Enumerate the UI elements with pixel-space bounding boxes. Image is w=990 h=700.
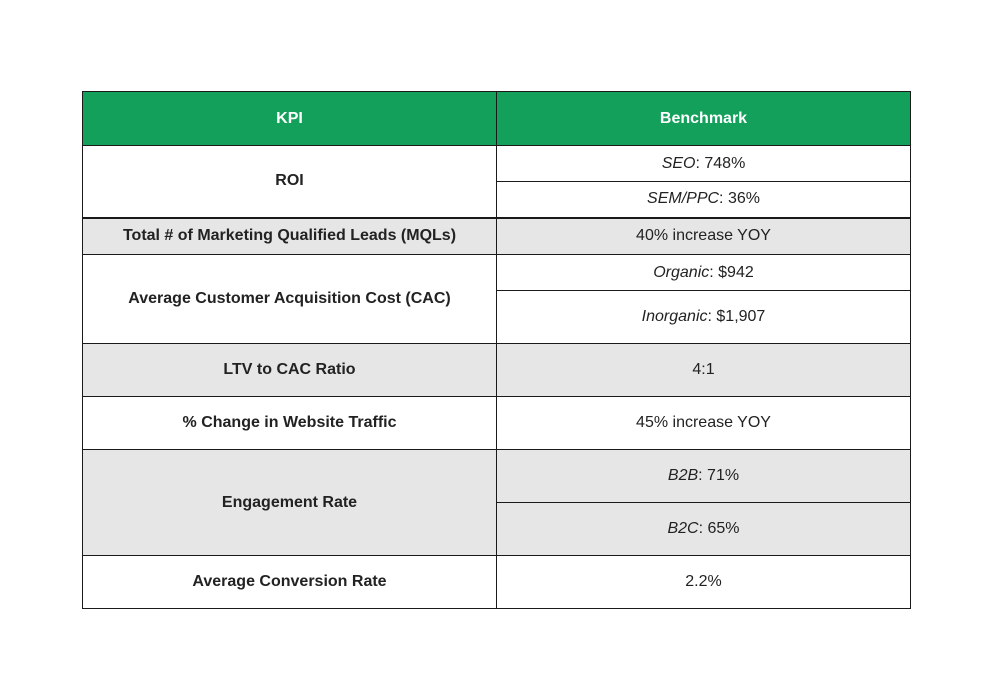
benchmark-cell-conversion: 2.2% [496, 555, 911, 609]
table-row-engagement: Engagement Rate B2B: 71% [82, 449, 911, 556]
kpi-cell-ltv-cac: LTV to CAC Ratio [82, 343, 497, 397]
header-kpi: KPI [82, 91, 497, 146]
table-row-roi: ROI SEO: 748% [82, 145, 911, 218]
kpi-cell-roi: ROI [82, 145, 497, 218]
benchmark-cell-organic: Organic: $942 [496, 254, 911, 291]
benchmark-value: : $942 [709, 263, 754, 281]
benchmark-label: Inorganic [641, 308, 708, 325]
table-row-cac: Average Customer Acquisition Cost (CAC) … [82, 254, 911, 344]
benchmark-cell-seo: SEO: 748% [496, 145, 911, 182]
table-row-conversion: Average Conversion Rate 2.2% [82, 555, 911, 609]
header-benchmark: Benchmark [496, 91, 911, 146]
table-row-ltv-cac: LTV to CAC Ratio 4:1 [82, 343, 911, 397]
benchmark-value: : $1,907 [707, 308, 766, 325]
kpi-cell-conversion: Average Conversion Rate [82, 555, 497, 609]
benchmark-label: SEM/PPC [647, 190, 720, 208]
benchmark-label: Organic [653, 263, 710, 281]
benchmark-value: : 65% [698, 520, 740, 537]
benchmark-value: : 36% [719, 190, 760, 208]
table-row-cac-sub: Inorganic: $1,907 [83, 290, 911, 344]
table-row-mqls: Total # of Marketing Qualified Leads (MQ… [82, 216, 911, 255]
benchmark-cell-b2b: B2B: 71% [496, 449, 911, 503]
benchmark-cell-inorganic: Inorganic: $1,907 [496, 290, 911, 344]
kpi-cell-engagement: Engagement Rate [82, 449, 497, 556]
benchmark-value: : 748% [695, 154, 746, 172]
benchmark-cell-sem-ppc: SEM/PPC: 36% [496, 181, 911, 218]
benchmark-cell-ltv-cac: 4:1 [496, 343, 911, 397]
kpi-cell-mqls: Total # of Marketing Qualified Leads (MQ… [82, 216, 497, 255]
benchmark-label: B2C [667, 520, 699, 537]
benchmark-cell-website-traffic: 45% increase YOY [496, 396, 911, 450]
table-row-engagement-sub: B2C: 65% [83, 502, 911, 556]
benchmark-label: B2B [667, 467, 699, 484]
benchmark-label: SEO [661, 154, 696, 172]
benchmark-value: : 71% [698, 467, 740, 484]
kpi-cell-website-traffic: % Change in Website Traffic [82, 396, 497, 450]
kpi-benchmark-table: KPI Benchmark ROI SEO: 748% SEM/PPC: 36%… [82, 91, 911, 609]
table-header-row: KPI Benchmark [82, 91, 911, 146]
benchmark-cell-mqls: 40% increase YOY [496, 216, 911, 255]
table-row-website-traffic: % Change in Website Traffic 45% increase… [82, 396, 911, 450]
kpi-cell-cac: Average Customer Acquisition Cost (CAC) [82, 254, 497, 344]
table-row-roi-sub: SEM/PPC: 36% [83, 181, 911, 218]
benchmark-cell-b2c: B2C: 65% [496, 502, 911, 556]
